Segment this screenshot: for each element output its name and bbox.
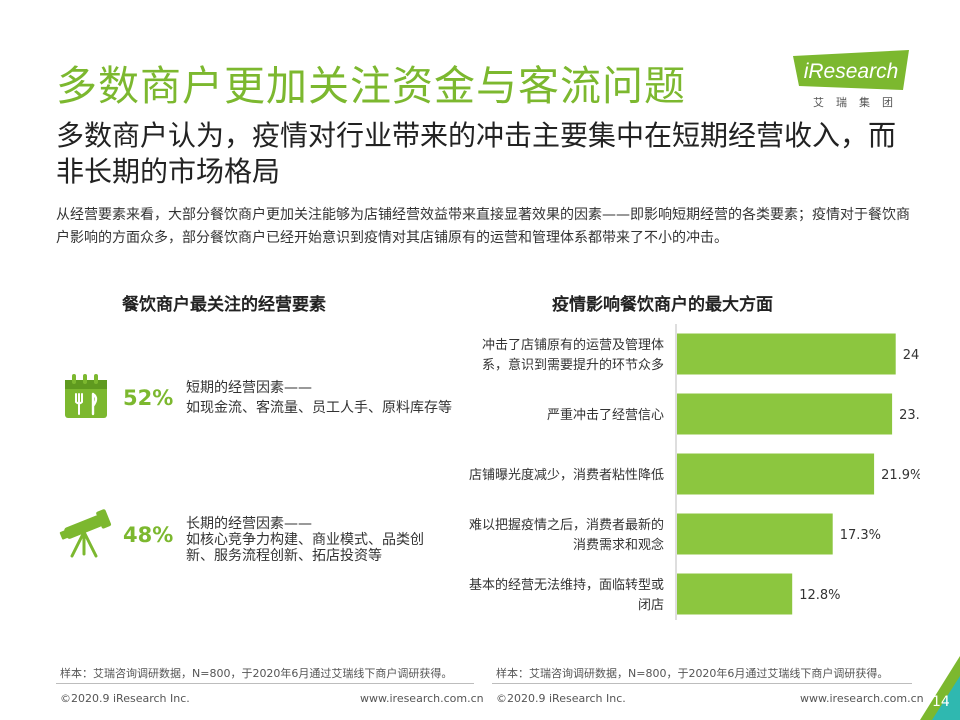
brand-tagline: 艾瑞集团 (813, 96, 905, 109)
category-label-4-0: 基本的经营无法维持，面临转型或 (469, 577, 664, 593)
slide-body-text: 从经营要素来看，大部分餐饮商户更加关注能够为店铺经营效益带来直接显著效果的因素—… (56, 207, 910, 246)
sample-note-left: 样本：艾瑞咨询调研数据，N=800，于2020年6月通过艾瑞线下商户调研获得。 (60, 667, 453, 680)
bar-3 (677, 513, 833, 555)
footer-divider-left (56, 683, 474, 684)
calendar-dining-icon (63, 372, 109, 424)
bar-4 (677, 573, 793, 615)
bar-value-label-0: 24.3% (903, 348, 920, 363)
footer-copyright-left: ©2020.9 iResearch Inc. (60, 692, 190, 705)
short-term-factor-title: 短期的经营因素—— (186, 380, 312, 396)
category-label-0-1: 系，意识到需要提升的环节众多 (482, 357, 664, 373)
bar-value-label-2: 21.9% (881, 468, 920, 483)
footer-url-left: www.iresearch.com.cn (360, 692, 484, 705)
long-term-factor-desc-line1: 如核心竞争力构建、商业模式、品类创 (186, 532, 424, 548)
bar-value-label-1: 23.9% (899, 408, 920, 423)
short-term-factor-desc: 如现金流、客流量、员工人手、原料库存等 (186, 400, 452, 416)
bar-2 (677, 453, 875, 495)
brand-name: iResearch (804, 60, 899, 83)
chart-title: 疫情影响餐饮商户的最大方面 (552, 295, 773, 315)
left-section-heading: 餐饮商户最关注的经营要素 (122, 295, 326, 315)
category-label-3-0: 难以把握疫情之后，消费者最新的 (469, 517, 664, 533)
footer-url-right: www.iresearch.com.cn (800, 692, 924, 705)
iresearch-logo: iResearch (787, 50, 912, 110)
telescope-icon (58, 508, 114, 562)
slide-subtitle: 多数商户认为，疫情对行业带来的冲击主要集中在短期经营收入，而非长期的市场格局 (56, 119, 897, 188)
bar-value-label-4: 12.8% (799, 588, 840, 603)
category-label-1-0: 严重冲击了经营信心 (547, 407, 664, 423)
category-label-4-1: 闭店 (638, 598, 664, 613)
footer-copyright-right: ©2020.9 iResearch Inc. (496, 692, 626, 705)
category-label-2-0: 店铺曝光度减少，消费者粘性降低 (469, 467, 664, 483)
footer-divider-right (492, 683, 912, 684)
sample-note-right: 样本：艾瑞咨询调研数据，N=800，于2020年6月通过艾瑞线下商户调研获得。 (496, 667, 889, 680)
long-term-factor-desc-line2: 新、服务流程创新、拓店投资等 (186, 548, 382, 564)
long-term-factor-title: 长期的经营因素—— (186, 516, 312, 532)
slide-title: 多数商户更加关注资金与客流问题 (56, 62, 686, 110)
category-label-3-1: 消费需求和观念 (573, 537, 664, 553)
bar-0 (677, 333, 896, 375)
short-term-percent: 52% (123, 386, 174, 410)
category-label-0-0: 冲击了店铺原有的运营及管理体 (482, 337, 664, 353)
bar-value-label-3: 17.3% (840, 528, 881, 543)
bar-1 (677, 393, 893, 435)
corner-decoration (920, 656, 960, 720)
long-term-percent: 48% (123, 523, 174, 547)
page-number: 14 (932, 694, 950, 710)
